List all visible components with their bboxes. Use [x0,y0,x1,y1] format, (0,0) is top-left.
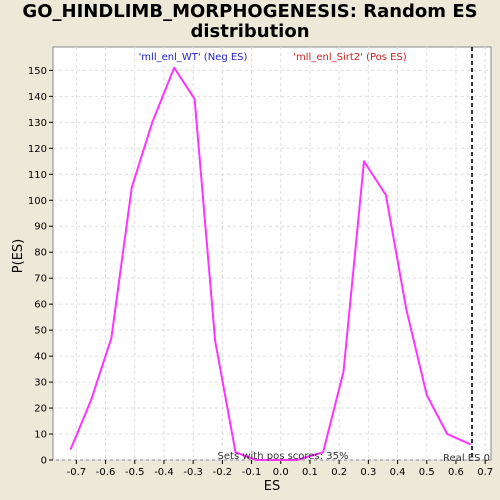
chart-title: GO_HINDLIMB_MORPHOGENESIS: Random ES dis… [22,1,478,42]
y-tick-label: 70 [34,274,47,285]
x-tick-label: 0.2 [331,467,347,478]
legend-pos-label: 'mll_enl_Sirt2' (Pos ES) [293,52,407,63]
y-tick-label: 150 [28,66,47,77]
x-axis-ticks: -0.7 -0.6 -0.5 -0.4 -0.3 -0.2 -0.1 0.0 0.1 0.2 0.3… [67,460,493,478]
x-tick-label: -0.1 [242,467,262,478]
y-tick-label: 100 [28,196,47,207]
y-tick-label: 80 [34,248,47,259]
x-tick-label: -0.7 [67,467,87,478]
y-axis-label: P(ES) [11,239,26,273]
x-tick-label: 0.7 [477,467,493,478]
y-tick-label: 60 [34,300,47,311]
legend-neg-label: 'mll_enl_WT' (Neg ES) [139,52,248,63]
series-group [69,66,472,461]
x-tick-label: 0.4 [390,467,406,478]
y-tick-label: 90 [34,222,47,233]
y-tick-label: 120 [28,144,47,155]
pos-score-annotation: Sets with pos scores: 35% [218,451,349,462]
y-tick-label: 10 [34,430,47,441]
x-tick-label: -0.5 [125,467,145,478]
x-tick-label: -0.2 [213,467,233,478]
es-density-line [69,66,472,461]
plot-background [52,46,492,461]
y-tick-label: 0 [41,456,47,467]
x-tick-label: -0.6 [96,467,116,478]
reference-line-label: Real ES 0 [443,453,490,464]
y-tick-label: 30 [34,378,47,389]
x-tick-label: 0.5 [419,467,435,478]
x-tick-label: 0.6 [448,467,464,478]
x-tick-label: -0.3 [183,467,203,478]
y-tick-label: 140 [28,92,47,103]
x-tick-label: 0.0 [273,467,289,478]
y-tick-label: 40 [34,352,47,363]
y-tick-label: 50 [34,326,47,337]
x-tick-label: -0.4 [154,467,174,478]
y-axis-ticks: 0 10 20 30 40 50 60 70 80 90 100 110 120 130 140 150 [28,66,53,467]
y-tick-label: 130 [28,118,47,129]
grid-lines [53,47,491,461]
y-tick-label: 110 [28,170,47,181]
x-axis-label: ES [264,479,280,494]
x-tick-label: 0.1 [302,467,318,478]
y-tick-label: 20 [34,404,47,415]
x-tick-label: 0.3 [360,467,376,478]
